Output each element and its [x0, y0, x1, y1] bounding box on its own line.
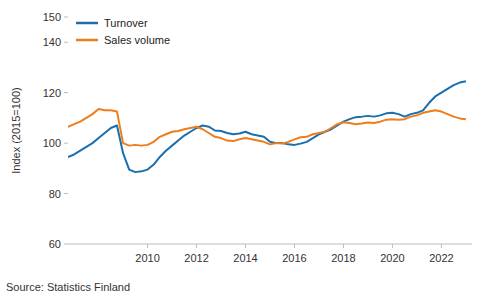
y-tick-label: 80 [49, 188, 61, 200]
y-tick-label: 140 [43, 36, 61, 48]
x-tick [392, 244, 393, 248]
y-tick-label: 100 [43, 137, 61, 149]
y-tick-label: 60 [49, 238, 61, 250]
legend-swatch [76, 22, 98, 25]
x-tick-label: 2022 [429, 252, 453, 264]
y-tick [64, 244, 68, 245]
legend-swatch [76, 39, 98, 42]
x-tick [294, 244, 295, 248]
x-tick-label: 2010 [135, 252, 159, 264]
y-tick-label: 150 [43, 11, 61, 23]
plot-area [68, 81, 466, 172]
y-tick [64, 42, 68, 43]
x-tick-label: 2012 [184, 252, 208, 264]
x-tick [441, 244, 442, 248]
y-tick [64, 17, 68, 18]
x-tick [343, 244, 344, 248]
legend-label: Turnover [104, 17, 148, 29]
y-tick [64, 92, 68, 93]
x-axis [68, 244, 472, 245]
x-tick-label: 2018 [331, 252, 355, 264]
series-line [68, 81, 466, 172]
x-tick [147, 244, 148, 248]
x-tick-label: 2014 [233, 252, 257, 264]
y-tick [64, 143, 68, 144]
x-tick [245, 244, 246, 248]
series-line [68, 109, 466, 146]
x-tick-label: 2020 [380, 252, 404, 264]
x-tick-label: 2016 [282, 252, 306, 264]
y-tick [64, 193, 68, 194]
source-note: Source: Statistics Finland [6, 281, 130, 293]
y-tick-label: 120 [43, 87, 61, 99]
y-axis-label: Index (2015=100) [10, 87, 22, 174]
chart: 60 80 100 120 140 150 2010 2012 2014 2016 2018 2020… [0, 0, 493, 304]
legend-label: Sales volume [104, 34, 170, 46]
x-tick [196, 244, 197, 248]
